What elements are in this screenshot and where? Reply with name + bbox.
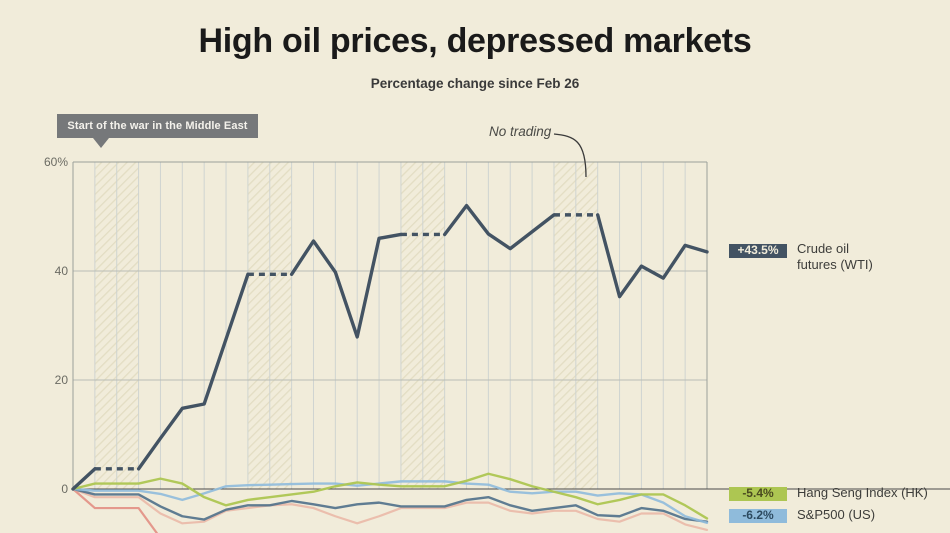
svg-text:-5.4%: -5.4% [742,486,774,500]
svg-text:40: 40 [55,264,69,278]
svg-text:0: 0 [61,482,68,496]
svg-text:-6.2%: -6.2% [742,508,774,522]
svg-text:+43.5%: +43.5% [737,243,778,257]
svg-text:60%: 60% [44,155,68,169]
svg-text:No trading: No trading [489,124,552,139]
svg-text:futures (WTI): futures (WTI) [797,257,873,272]
svg-text:S&P500 (US): S&P500 (US) [797,507,875,522]
svg-text:Hang Seng Index (HK): Hang Seng Index (HK) [797,485,928,500]
svg-text:20: 20 [55,373,69,387]
svg-text:Crude oil: Crude oil [797,241,849,256]
